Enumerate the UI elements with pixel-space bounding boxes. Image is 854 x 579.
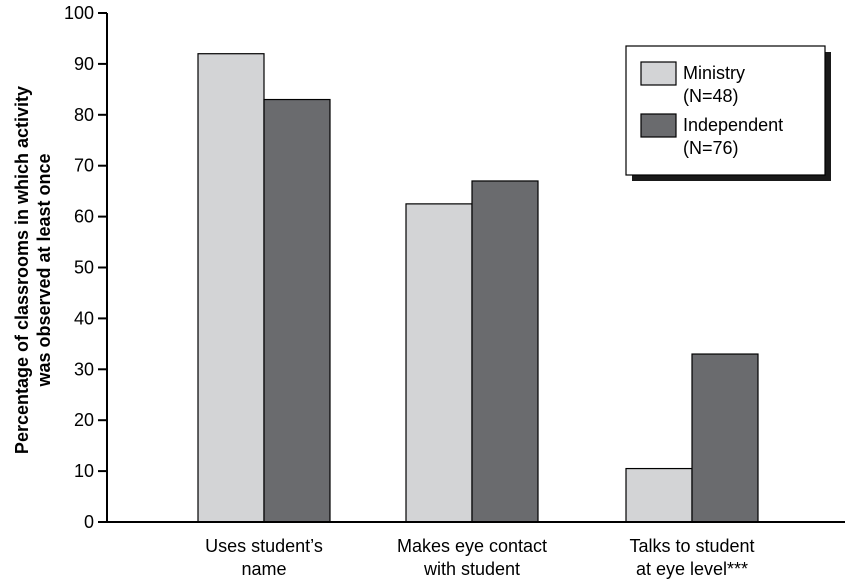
bar-ministry-0: [197, 53, 265, 523]
y-tick-label: 90: [74, 54, 94, 74]
bar-ministry-1: [405, 203, 473, 523]
y-axis-label: Percentage of classrooms in which activi…: [12, 86, 54, 454]
legend-label: (N=76): [683, 138, 739, 158]
y-axis-label-line-2: was observed at least once: [34, 153, 54, 387]
legend-swatch-ministry: [640, 61, 677, 86]
y-axis-label-line-1: Percentage of classrooms in which activi…: [12, 86, 32, 454]
y-tick-label: 80: [74, 105, 94, 125]
bar-ministry-2: [625, 467, 693, 523]
y-tick-label: 40: [74, 308, 94, 328]
y-tick-label: 70: [74, 156, 94, 176]
x-tick-label: Uses student’s: [205, 536, 323, 556]
bar-independent-2: [691, 353, 759, 523]
y-axis-ticks: 0 10 20 30 40 50 60 70 80 90 100: [64, 3, 107, 532]
x-tick-label: Talks to student: [629, 536, 754, 556]
x-axis-ticks: Uses student’s name Makes eye contact with …: [205, 536, 754, 579]
legend: Ministry (N=48) Independent (N=76): [625, 45, 831, 181]
x-tick-label: at eye level***: [636, 559, 748, 579]
legend-label: Independent: [683, 115, 783, 135]
legend-label: (N=48): [683, 86, 739, 106]
bar-group: [197, 53, 759, 523]
y-tick-label: 20: [74, 410, 94, 430]
y-tick-label: 0: [84, 512, 94, 532]
legend-label: Ministry: [683, 63, 745, 83]
legend-swatch-independent: [640, 113, 677, 138]
y-tick-label: 10: [74, 461, 94, 481]
y-tick-label: 60: [74, 207, 94, 227]
x-tick-label: Makes eye contact: [397, 536, 547, 556]
x-tick-label: name: [241, 559, 286, 579]
y-tick-label: 30: [74, 359, 94, 379]
y-tick-label: 50: [74, 258, 94, 278]
y-tick-label: 100: [64, 3, 94, 23]
x-tick-label: with student: [423, 559, 520, 579]
bar-independent-0: [263, 98, 331, 523]
bar-independent-1: [471, 180, 539, 523]
